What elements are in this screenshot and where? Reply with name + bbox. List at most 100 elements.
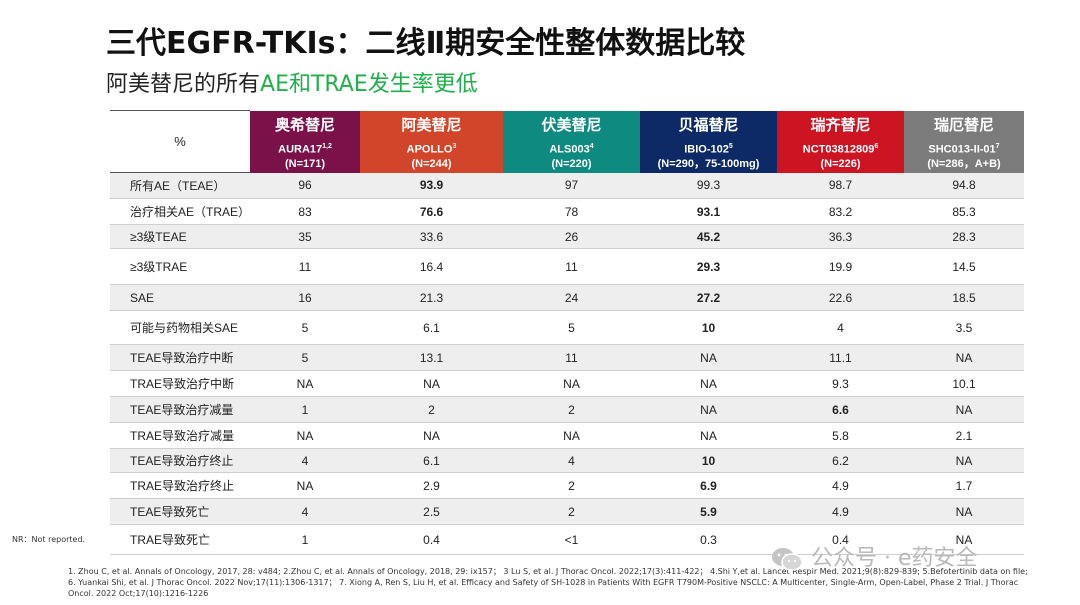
safety-comparison-table: % 奥希替尼 阿美替尼 伏美替尼 贝福替尼 瑞齐替尼 瑞厄替尼 AURA171,… — [110, 110, 1024, 555]
row-label: TEAE导致死亡 — [110, 498, 250, 525]
value-cell: 10 — [640, 310, 777, 345]
value-cell: NA — [640, 370, 777, 397]
value-cell: 93.9 — [360, 172, 503, 199]
row-label: TEAE导致治疗中断 — [110, 344, 250, 371]
value-cell: 0.4 — [360, 524, 503, 555]
value-cell: 6.1 — [360, 448, 503, 473]
value-cell: 2.5 — [360, 498, 503, 525]
value-cell: NA — [503, 370, 640, 397]
value-cell: 83.2 — [777, 198, 904, 225]
value-cell: 78 — [503, 198, 640, 225]
value-cell: NA — [904, 498, 1024, 525]
value-cell: 45.2 — [640, 224, 777, 249]
value-cell: 0.3 — [640, 524, 777, 555]
value-cell: 5 — [503, 310, 640, 345]
value-cell: 10 — [640, 448, 777, 473]
row-label: 可能与药物相关SAE — [110, 310, 250, 345]
value-cell: 83 — [250, 198, 360, 225]
value-cell: 10.1 — [904, 370, 1024, 397]
value-cell: 1.7 — [904, 472, 1024, 499]
value-cell: 97 — [503, 172, 640, 199]
drug-name-header: 贝福替尼 — [640, 110, 777, 139]
value-cell: NA — [360, 422, 503, 449]
row-label: ≥3级TRAE — [110, 248, 250, 285]
trial-ref: 5 — [728, 143, 733, 151]
trial-n: (N=244) — [411, 157, 452, 170]
value-cell: 11 — [503, 248, 640, 285]
trial-name: AURA17 — [278, 143, 323, 156]
value-cell: 2 — [503, 472, 640, 499]
table-row: ≥3级TEAE 35 33.6 26 45.2 36.3 28.3 — [110, 224, 1024, 249]
table-row: TRAE导致治疗减量 NA NA NA NA 5.8 2.1 — [110, 422, 1024, 449]
row-label: TRAE导致死亡 — [110, 524, 250, 555]
value-cell: 4.9 — [777, 472, 904, 499]
value-cell: NA — [904, 524, 1024, 555]
trial-n: (N=171) — [284, 157, 326, 170]
page-title: 三代EGFR-TKIs：二线Ⅱ期安全性整体数据比较 — [106, 26, 746, 61]
references: 1. Zhou C, et al. Annals of Oncology, 20… — [68, 567, 1028, 598]
value-cell: NA — [250, 370, 360, 397]
drug-name-header: 奥希替尼 — [250, 110, 360, 139]
value-cell: 4 — [250, 498, 360, 525]
trial-name: ALS003 — [549, 143, 590, 156]
value-cell: 1 — [250, 396, 360, 423]
trial-header: IBIO-1025 (N=290，75-100mg) — [640, 138, 777, 173]
value-cell: 6.2 — [777, 448, 904, 473]
value-cell: 36.3 — [777, 224, 904, 249]
row-label: TRAE导致治疗中断 — [110, 370, 250, 397]
drug-name-header: 瑞齐替尼 — [777, 110, 904, 139]
value-cell: NA — [250, 422, 360, 449]
table-row: 可能与药物相关SAE 5 6.1 5 10 4 3.5 — [110, 310, 1024, 345]
table-row: TRAE导致治疗中断 NA NA NA NA 9.3 10.1 — [110, 370, 1024, 397]
value-cell: <1 — [503, 524, 640, 555]
value-cell: 5.8 — [777, 422, 904, 449]
table-row: TRAE导致死亡 1 0.4 <1 0.3 0.4 NA — [110, 524, 1024, 555]
value-cell: 5.9 — [640, 498, 777, 525]
trial-name: SHC013-II-01 — [928, 143, 996, 156]
trial-header: NCT038128096 (N=226) — [777, 138, 904, 173]
trial-name: IBIO-102 — [684, 143, 729, 156]
table-row: ≥3级TRAE 11 16.4 11 29.3 19.9 14.5 — [110, 248, 1024, 285]
value-cell: 9.3 — [777, 370, 904, 397]
value-cell: 94.8 — [904, 172, 1024, 199]
value-cell: 2 — [360, 396, 503, 423]
value-cell: 13.1 — [360, 344, 503, 371]
value-cell: 22.6 — [777, 284, 904, 311]
trial-ref: 4 — [589, 143, 594, 151]
value-cell: 16.4 — [360, 248, 503, 285]
value-cell: 3.5 — [904, 310, 1024, 345]
value-cell: 99.3 — [640, 172, 777, 199]
value-cell: 85.3 — [904, 198, 1024, 225]
watermark: 公众号 · e药安全 — [770, 540, 978, 572]
drug-name-header: 伏美替尼 — [503, 110, 640, 139]
value-cell: 76.6 — [360, 198, 503, 225]
value-cell: 96 — [250, 172, 360, 199]
row-label: TRAE导致治疗终止 — [110, 472, 250, 499]
value-cell: 0.4 — [777, 524, 904, 555]
trial-n: (N=290，75-100mg) — [657, 157, 760, 170]
value-cell: 5 — [250, 310, 360, 345]
table-body: 所有AE（TEAE） 96 93.9 97 99.3 98.7 94.8 治疗相关AE（TRA… — [110, 172, 1024, 555]
page-subtitle: 阿美替尼的所有AE和TRAE发生率更低 — [106, 66, 478, 98]
value-cell: 2 — [503, 396, 640, 423]
trial-name: NCT03812809 — [802, 143, 875, 156]
trial-header: APOLLO3 (N=244) — [360, 138, 503, 173]
value-cell: 14.5 — [904, 248, 1024, 285]
value-cell: 2.9 — [360, 472, 503, 499]
value-cell: NA — [904, 448, 1024, 473]
trial-ref: 1,2 — [322, 143, 332, 151]
value-cell: 4 — [777, 310, 904, 345]
value-cell: 2 — [503, 498, 640, 525]
value-cell: NA — [640, 344, 777, 371]
percent-header: % — [110, 110, 250, 173]
trial-n: (N=220) — [551, 157, 592, 170]
row-label: 所有AE（TEAE） — [110, 172, 250, 199]
value-cell: 16 — [250, 284, 360, 311]
trial-ref: 3 — [452, 143, 457, 151]
value-cell: NA — [503, 422, 640, 449]
table-row: 治疗相关AE（TRAE） 83 76.6 78 93.1 83.2 85.3 — [110, 198, 1024, 225]
value-cell: 19.9 — [777, 248, 904, 285]
value-cell: 4 — [250, 448, 360, 473]
wechat-icon — [772, 548, 803, 571]
trial-n: (N=226) — [820, 157, 861, 170]
